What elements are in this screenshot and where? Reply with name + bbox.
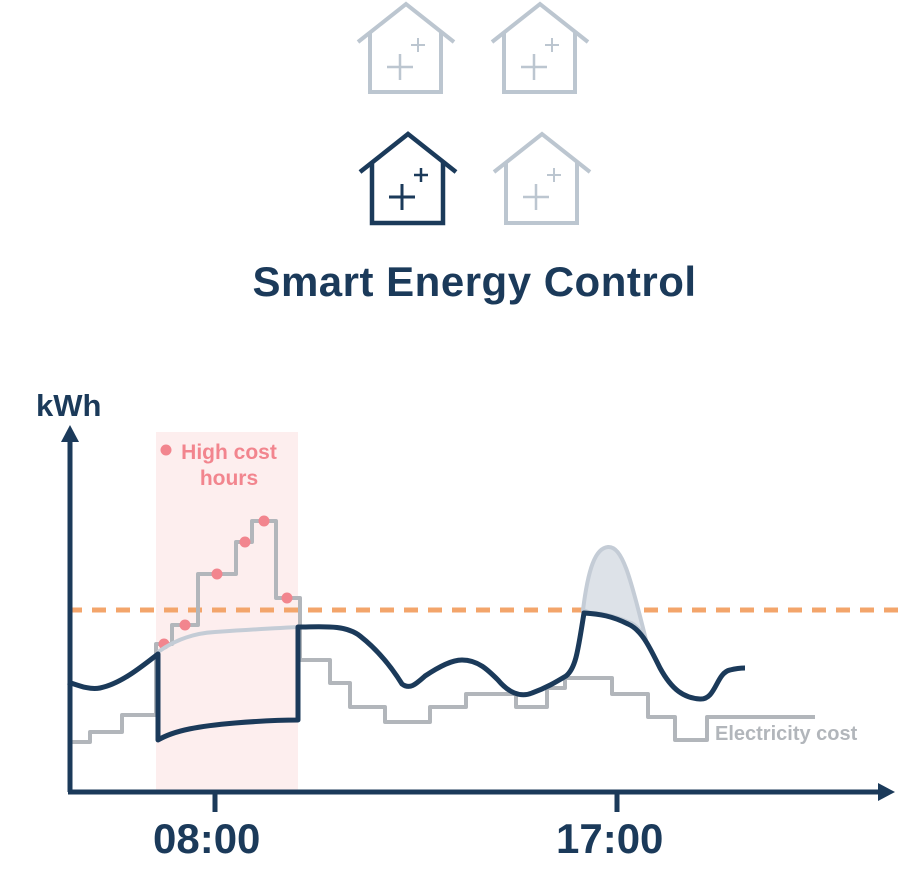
peak-shaded-area	[580, 545, 648, 642]
house-icon-top-left	[356, 1, 456, 94]
y-axis-arrow	[61, 425, 79, 442]
high-cost-dot	[239, 536, 251, 548]
y-axis-label: kWh	[36, 388, 102, 423]
electricity-cost-line	[68, 519, 815, 744]
axes	[67, 440, 884, 812]
page-title: Smart Energy Control	[252, 258, 697, 305]
house-icon-active	[358, 131, 458, 226]
high-cost-hours-label: High cost hours	[181, 441, 277, 490]
high-cost-legend-dot	[160, 444, 172, 456]
high-cost-dot	[258, 515, 270, 527]
house-icon-top-right	[490, 1, 590, 94]
high-cost-dot	[211, 568, 223, 580]
high-cost-dot	[179, 619, 191, 631]
high-cost-dot	[281, 592, 293, 604]
x-tick-label-0800: 08:00	[153, 815, 261, 862]
high-cost-dots	[158, 515, 293, 650]
unmanaged-curve	[156, 625, 301, 654]
electricity-cost-label: Electricity cost	[715, 723, 858, 745]
x-tick-label-1700: 17:00	[556, 815, 664, 862]
consumption-curve	[67, 610, 746, 743]
house-icon-bottom-right	[492, 131, 592, 225]
x-axis-arrow	[878, 783, 895, 801]
